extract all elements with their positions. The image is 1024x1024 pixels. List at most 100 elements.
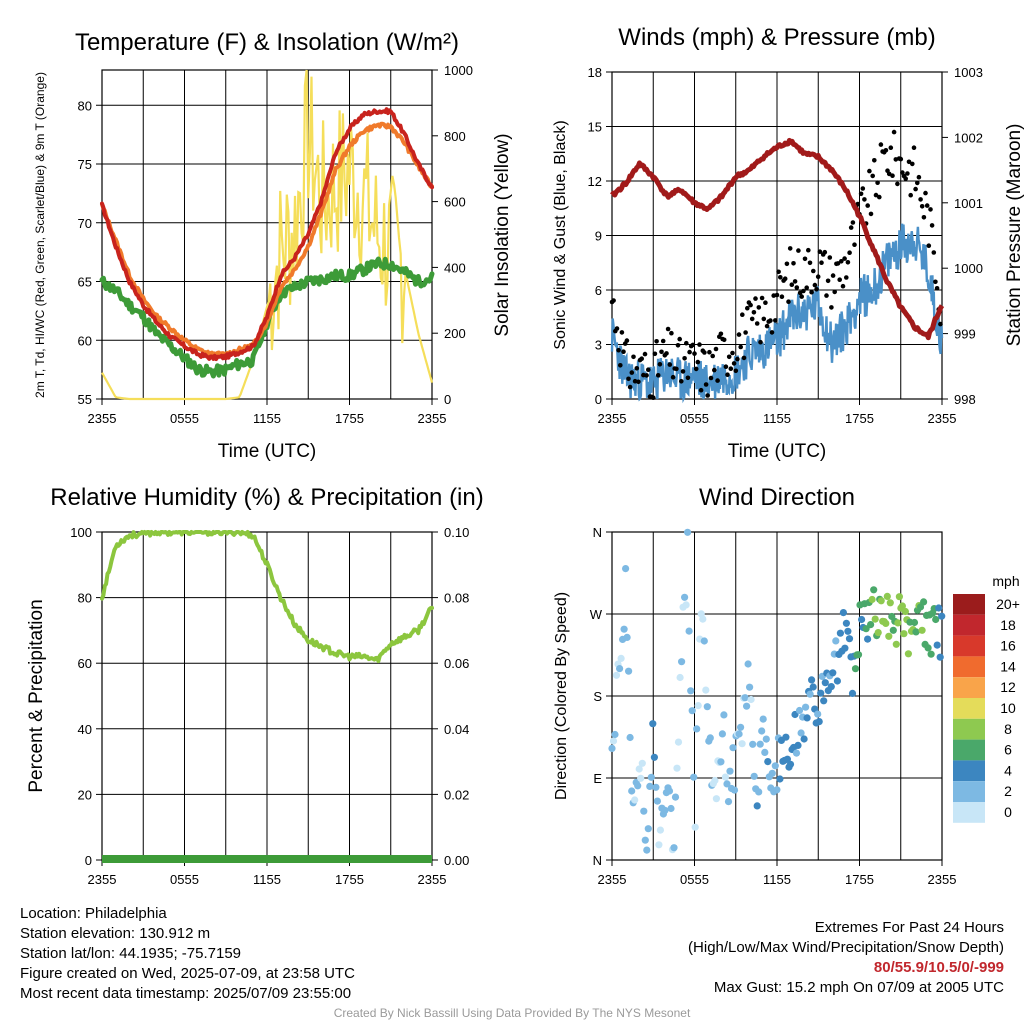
- direction-point: [755, 788, 763, 796]
- direction-point: [782, 733, 790, 741]
- direction-point: [750, 772, 758, 780]
- direction-point: [910, 618, 919, 627]
- y-tick-label: 20: [78, 787, 92, 802]
- gust-point: [924, 203, 930, 208]
- gust-point: [715, 378, 720, 383]
- gust-point: [908, 192, 913, 198]
- gust-point: [779, 294, 785, 300]
- gust-point: [763, 300, 768, 306]
- gust-point: [778, 275, 783, 280]
- gust-point: [789, 282, 795, 288]
- y-tick-label: 12: [588, 174, 602, 189]
- direction-point: [694, 702, 702, 710]
- gust-point: [642, 351, 648, 357]
- y-tick-label: 18: [588, 65, 602, 80]
- gust-point: [695, 359, 701, 365]
- nine-m-temp-line: [100, 121, 434, 359]
- legend-swatch: [953, 718, 985, 740]
- y2-tick-label: 998: [954, 392, 976, 407]
- direction-point: [682, 601, 690, 609]
- gust-point: [773, 318, 778, 323]
- direction-point: [792, 749, 801, 757]
- gust-point: [827, 255, 833, 260]
- direction-point: [743, 702, 751, 710]
- gust-point: [669, 330, 674, 336]
- panel-title: Relative Humidity (%) & Precipitation (i…: [50, 484, 483, 511]
- direction-point: [737, 723, 745, 731]
- direction-point: [877, 597, 885, 605]
- gust-point: [873, 192, 879, 198]
- direction-point: [815, 718, 823, 726]
- x-tick-label: 1155: [253, 411, 281, 426]
- gust-point: [928, 207, 933, 212]
- gust-point: [796, 248, 801, 253]
- direction-point: [809, 683, 817, 691]
- x-tick-label: 2355: [928, 411, 957, 426]
- legend-swatch: [953, 760, 985, 782]
- direction-point: [640, 807, 648, 815]
- direction-point: [758, 727, 766, 735]
- direction-point: [718, 730, 727, 738]
- gust-point: [735, 356, 740, 362]
- gust-point: [654, 339, 659, 344]
- direction-point: [797, 729, 805, 737]
- gust-point: [811, 268, 816, 274]
- legend-label: 18: [1000, 617, 1016, 633]
- x-tick-label: 2355: [928, 872, 957, 887]
- y-tick-label: 15: [588, 120, 602, 135]
- gust-point: [774, 292, 780, 298]
- x-axis-label: Time (UTC): [218, 441, 317, 462]
- gust-point: [705, 393, 710, 398]
- legend-swatch: [953, 656, 985, 678]
- gust-point: [697, 342, 702, 347]
- x-tick-label: 1755: [845, 872, 874, 887]
- direction-point: [844, 627, 852, 635]
- gust-point: [692, 351, 697, 356]
- direction-point: [833, 677, 842, 685]
- direction-point: [912, 628, 920, 636]
- gust-point: [611, 298, 616, 303]
- gust-point: [865, 203, 870, 208]
- gust-point: [693, 366, 699, 372]
- gust-point: [870, 173, 875, 179]
- y-tick-label: E: [593, 771, 602, 786]
- gust-point: [741, 355, 747, 361]
- direction-point: [761, 748, 769, 757]
- created-label: Figure created on Wed, 2025-07-09, at 23…: [20, 965, 355, 982]
- y2-tick-label: 0: [444, 392, 451, 407]
- gust-point: [824, 293, 829, 298]
- x-tick-label: 2355: [598, 872, 627, 887]
- y2-tick-label: 800: [444, 129, 466, 144]
- direction-point: [886, 599, 894, 607]
- gust-point: [877, 194, 882, 200]
- direction-point: [935, 604, 943, 612]
- extremes-title: Extremes For Past 24 Hours: [814, 919, 1004, 936]
- direction-point: [836, 629, 845, 637]
- direction-point: [717, 758, 725, 766]
- direction-point: [927, 650, 935, 658]
- direction-point: [759, 715, 767, 723]
- gust-point: [837, 277, 842, 283]
- legend-label: 20+: [996, 596, 1020, 612]
- direction-point: [839, 609, 848, 617]
- y-axis-label: Direction (Colored By Speed): [553, 592, 570, 800]
- y2-axis-label: Station Pressure (Maroon): [1004, 124, 1024, 347]
- rh-line: [100, 530, 434, 664]
- direction-point: [883, 592, 891, 601]
- direction-point: [730, 786, 739, 794]
- direction-point: [652, 783, 660, 791]
- direction-point: [678, 658, 686, 666]
- direction-point: [691, 823, 699, 831]
- gust-point: [631, 354, 636, 360]
- gust-point: [619, 330, 625, 335]
- direction-point: [771, 762, 779, 770]
- plot-frame: [101, 69, 433, 400]
- panel-title: Temperature (F) & Insolation (W/m²): [75, 29, 459, 56]
- gust-point: [835, 261, 841, 266]
- y2-tick-label: 1002: [954, 130, 983, 145]
- y-tick-label: N: [593, 525, 602, 540]
- legend-swatch: [953, 677, 985, 698]
- gust-point: [745, 305, 750, 311]
- y-tick-label: W: [590, 607, 603, 622]
